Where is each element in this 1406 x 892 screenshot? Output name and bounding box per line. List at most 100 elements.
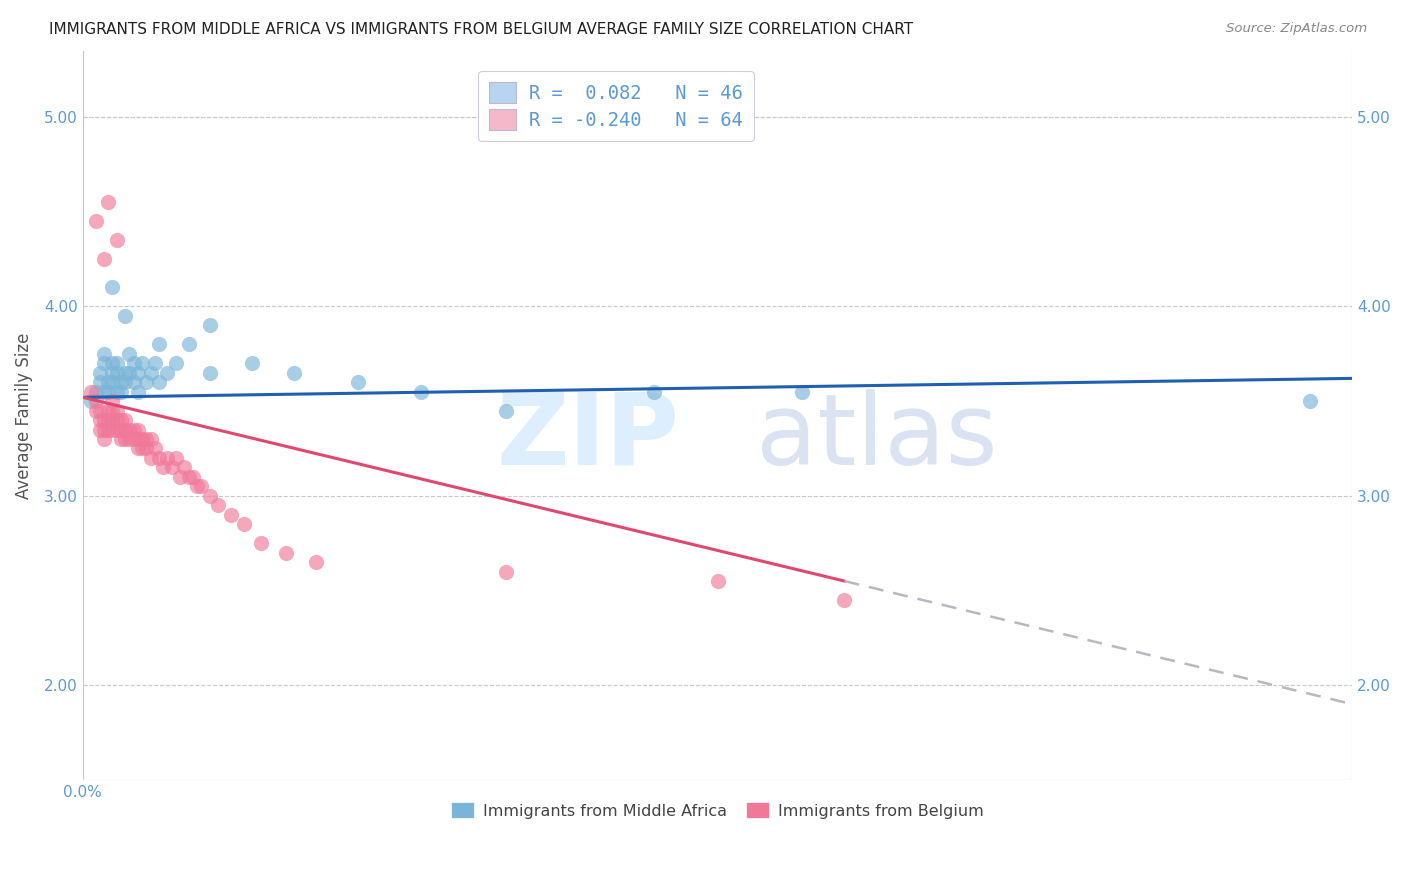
Point <box>148 337 170 351</box>
Point <box>156 450 179 465</box>
Point <box>93 423 115 437</box>
Point <box>114 432 136 446</box>
Point <box>93 347 115 361</box>
Text: IMMIGRANTS FROM MIDDLE AFRICA VS IMMIGRANTS FROM BELGIUM AVERAGE FAMILY SIZE COR: IMMIGRANTS FROM MIDDLE AFRICA VS IMMIGRA… <box>49 22 914 37</box>
Point <box>89 403 111 417</box>
Point <box>165 450 187 465</box>
Point <box>304 555 326 569</box>
Point <box>1299 394 1322 409</box>
Text: Source: ZipAtlas.com: Source: ZipAtlas.com <box>1226 22 1367 36</box>
Point <box>122 375 145 389</box>
Point <box>114 413 136 427</box>
Point <box>495 565 517 579</box>
Point <box>97 403 120 417</box>
Point <box>139 366 162 380</box>
Point <box>89 413 111 427</box>
Point <box>101 375 124 389</box>
Point <box>118 347 141 361</box>
Point <box>181 470 204 484</box>
Point <box>93 413 115 427</box>
Point <box>101 403 124 417</box>
Point <box>219 508 242 522</box>
Point <box>131 432 153 446</box>
Point <box>93 384 115 399</box>
Point <box>105 233 128 247</box>
Point <box>122 432 145 446</box>
Point <box>127 423 149 437</box>
Point <box>105 384 128 399</box>
Point <box>110 432 132 446</box>
Point <box>122 356 145 370</box>
Point <box>118 423 141 437</box>
Point <box>165 356 187 370</box>
Point <box>148 375 170 389</box>
Point <box>148 450 170 465</box>
Y-axis label: Average Family Size: Average Family Size <box>15 332 32 499</box>
Point <box>131 356 153 370</box>
Point <box>105 356 128 370</box>
Point <box>156 366 179 380</box>
Point <box>110 413 132 427</box>
Point <box>89 366 111 380</box>
Point <box>114 423 136 437</box>
Point <box>84 394 107 409</box>
Point <box>105 403 128 417</box>
Point <box>84 403 107 417</box>
Point <box>97 384 120 399</box>
Point <box>127 384 149 399</box>
Point <box>411 384 433 399</box>
Point <box>198 489 221 503</box>
Point <box>101 413 124 427</box>
Point <box>101 394 124 409</box>
Point <box>89 423 111 437</box>
Point <box>198 318 221 333</box>
Point <box>135 442 157 456</box>
Text: atlas: atlas <box>755 389 997 486</box>
Point <box>93 252 115 266</box>
Point <box>792 384 814 399</box>
Point <box>97 413 120 427</box>
Point <box>84 384 107 399</box>
Point <box>97 423 120 437</box>
Point <box>105 366 128 380</box>
Point <box>643 384 665 399</box>
Point <box>160 460 183 475</box>
Point <box>207 498 229 512</box>
Point <box>139 450 162 465</box>
Point <box>186 479 208 493</box>
Point <box>127 442 149 456</box>
Point <box>177 337 200 351</box>
Point <box>177 470 200 484</box>
Point <box>89 375 111 389</box>
Point <box>127 366 149 380</box>
Point <box>240 356 263 370</box>
Point <box>118 432 141 446</box>
Point <box>347 375 370 389</box>
Point <box>834 593 856 607</box>
Point <box>97 195 120 210</box>
Point <box>80 384 103 399</box>
Point <box>249 536 271 550</box>
Point <box>101 356 124 370</box>
Point <box>198 366 221 380</box>
Point <box>101 280 124 294</box>
Point <box>110 375 132 389</box>
Point <box>131 442 153 456</box>
Point <box>283 366 305 380</box>
Point <box>122 423 145 437</box>
Point <box>114 375 136 389</box>
Point <box>80 394 103 409</box>
Text: ZIP: ZIP <box>496 389 679 486</box>
Point <box>274 546 297 560</box>
Point <box>135 432 157 446</box>
Point <box>105 423 128 437</box>
Point <box>232 517 254 532</box>
Point <box>173 460 195 475</box>
Point <box>97 375 120 389</box>
Point <box>143 442 166 456</box>
Point <box>101 423 124 437</box>
Point <box>143 356 166 370</box>
Point <box>127 432 149 446</box>
Point <box>706 574 728 588</box>
Point <box>93 432 115 446</box>
